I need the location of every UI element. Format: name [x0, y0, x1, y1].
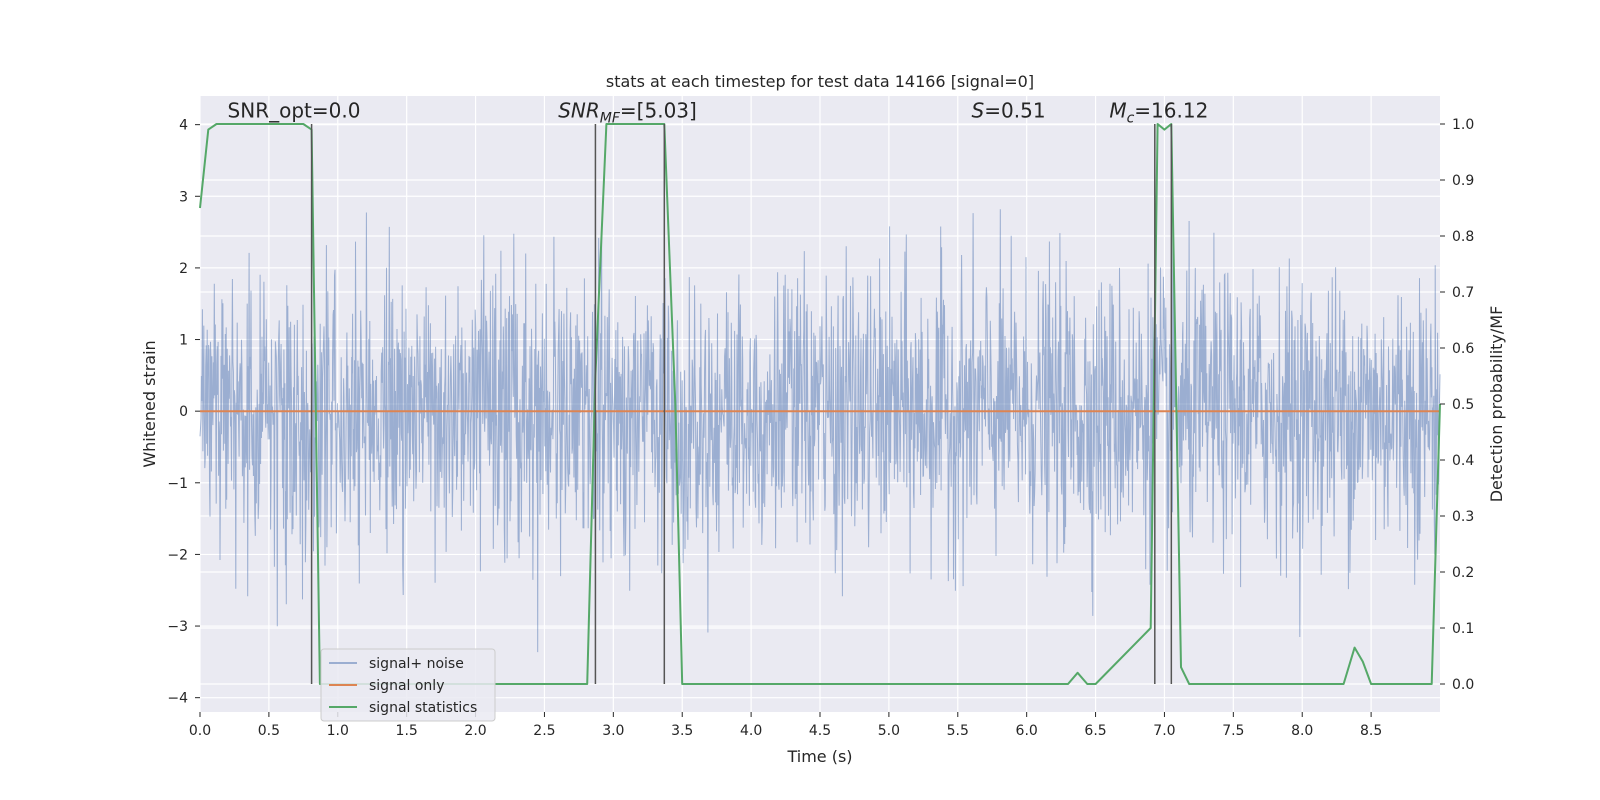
y-right-tick-label: 0.4: [1452, 453, 1474, 469]
x-tick-label: 6.5: [1084, 723, 1106, 739]
x-tick-label: 5.0: [878, 723, 900, 739]
y-tick-label: −1: [167, 476, 188, 492]
x-tick-label: 3.5: [671, 723, 693, 739]
x-tick-label: 8.0: [1291, 723, 1313, 739]
y-tick-label: 0: [179, 404, 188, 420]
legend-label-signal-plus-noise: signal+ noise: [369, 656, 464, 672]
y-right-tick-label: 0.7: [1452, 285, 1474, 301]
x-tick-label: 3.0: [602, 723, 624, 739]
y-right-tick-label: 0.9: [1452, 173, 1474, 189]
legend-label-signal-only: signal only: [369, 678, 444, 694]
y-tick-label: −3: [167, 619, 188, 635]
x-tick-label: 0.5: [258, 723, 280, 739]
vertical-markers: [310, 124, 1173, 684]
series-lines: [199, 123, 1441, 685]
y-axis-ticks: −4 −3 −2 −1 0 1 2 3 4: [167, 118, 200, 707]
legend-box: [320, 648, 496, 722]
snr-opt-annotation: SNR_opt=0.0: [228, 98, 361, 122]
y-tick-label: 1: [179, 333, 188, 349]
x-tick-label: 8.5: [1360, 723, 1382, 739]
x-tick-label: 1.5: [396, 723, 418, 739]
annotations: SNR_opt=0.0 SNRMF=[5.03] S=0.51 Mc=16.12: [228, 98, 1209, 126]
x-tick-label: 4.0: [740, 723, 762, 739]
x-tick-label: 1.0: [327, 723, 349, 739]
y-right-tick-label: 0.8: [1452, 229, 1474, 245]
x-tick-label: 6.0: [1016, 723, 1038, 739]
y-tick-label: 2: [179, 261, 188, 277]
x-tick-label: 2.5: [533, 723, 555, 739]
x-tick-label: 7.0: [1153, 723, 1175, 739]
y-axis-right-label: Detection probability/MF: [1487, 306, 1506, 503]
y-right-tick-label: 0.1: [1452, 621, 1474, 637]
series-line-signal-statistics: [199, 123, 1441, 685]
y-tick-label: −4: [167, 691, 188, 707]
y-right-tick-label: 1.0: [1452, 117, 1474, 133]
legend: signal+ noise signal only signal statist…: [320, 648, 496, 722]
y-right-tick-label: 0.2: [1452, 565, 1474, 581]
y-right-tick-label: 0.6: [1452, 341, 1474, 357]
y-right-tick-label: 0.0: [1452, 677, 1474, 693]
snr-mf-annotation: SNRMF=[5.03]: [558, 98, 697, 126]
mc-annotation: Mc=16.12: [1109, 98, 1208, 126]
x-tick-label: 4.5: [809, 723, 831, 739]
y-right-tick-label: 0.5: [1452, 397, 1474, 413]
x-axis-label: Time (s): [786, 747, 852, 766]
x-tick-label: 2.0: [464, 723, 486, 739]
x-tick-label: 5.5: [947, 723, 969, 739]
chart-title: stats at each timestep for test data 141…: [606, 72, 1034, 91]
legend-label-signal-statistics: signal statistics: [369, 700, 477, 716]
x-tick-label: 7.5: [1222, 723, 1244, 739]
y-tick-label: −2: [167, 547, 188, 563]
y-tick-label: 3: [179, 189, 188, 205]
y-axis-right-ticks: 0.0 0.1 0.2 0.3 0.4 0.5 0.6 0.7 0.8 0.9 1.0: [1440, 117, 1474, 693]
y-axis-label: Whitened strain: [140, 340, 159, 467]
x-tick-label: 0.0: [189, 723, 211, 739]
series-signal-plus-noise: [199, 209, 1441, 653]
series-line-signal-plus-noise: [199, 209, 1441, 653]
s-annotation: S=0.51: [972, 98, 1046, 122]
y-right-tick-label: 0.3: [1452, 509, 1474, 525]
y-tick-label: 4: [179, 118, 188, 134]
x-axis-ticks: 0.0 0.5 1.0 1.5 2.0 2.5 3.0 3.5 4.0 4.5 5.0 5.5 6.0 6…: [189, 712, 1382, 739]
